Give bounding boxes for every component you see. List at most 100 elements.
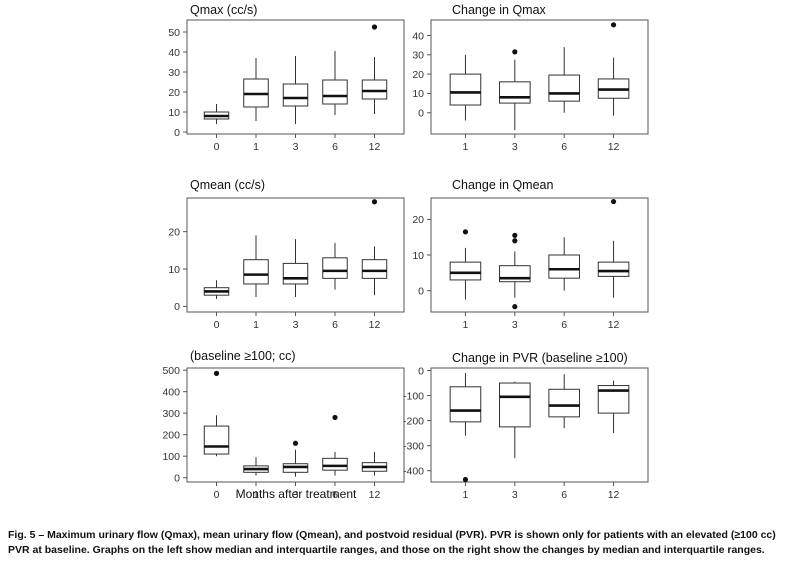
panel-pvr: (baseline ≥100; cc) 0 100 200 300 400 500 0 1 3 6 1… [162,349,405,501]
y-tick-label: 0 [418,108,424,120]
panel-frame [430,19,649,135]
y-tick-label: 50 [168,27,180,39]
panel-frame [430,197,649,313]
x-tick-label: 1 [463,489,469,501]
x-axis-label: Months after treatment [236,487,357,501]
box-1 [449,54,482,121]
box-3 [499,232,531,310]
y-tick-label: 100 [162,451,180,463]
caption-text: Fig. 5 – Maximum urinary flow (Qmax), me… [8,529,776,556]
y-tick-label: 20 [412,69,424,81]
box-6 [322,414,348,476]
y-tick-label: 0 [174,127,180,139]
outlier-point [371,24,378,30]
box-0 [203,370,230,457]
outlier-point [512,304,518,310]
box-12 [361,24,388,114]
x-tick-label: 6 [561,141,567,153]
y-tick-label: -200 [403,415,424,427]
outlier-point [610,198,617,205]
box-12 [361,199,388,296]
x-tick-label: 12 [608,489,620,501]
iqr-box [322,257,348,279]
y-tick-label: 10 [168,107,180,119]
y-tick-label: 0 [174,301,180,313]
iqr-box [499,382,531,428]
iqr-box [322,457,348,471]
panel-qmax: Qmax (cc/s) 0 10 20 30 40 50 0 1 3 6 12 [168,3,405,153]
outlier-point [213,370,220,376]
outlier-point [512,49,518,55]
box-3 [499,49,531,131]
outlier-point [512,232,518,239]
y-tick-label: 40 [412,30,424,42]
x-tick-label: 1 [253,489,259,501]
iqr-box [203,425,230,455]
x-tick-label: 1 [253,319,259,331]
box-0 [203,104,230,124]
panel-qmean: Qmean (cc/s) 0 10 20 0 1 3 6 12 [168,178,405,331]
y-tick-label: 0 [174,472,180,484]
y-tick-label: 10 [412,250,424,262]
outlier-point [462,476,469,483]
box-12 [597,380,630,434]
x-tick-label: 3 [512,141,518,153]
iqr-box [449,261,482,281]
outlier-point [332,414,338,421]
iqr-box [548,388,580,418]
outlier-point [292,440,299,446]
box-3 [282,56,309,124]
iqr-box [548,254,580,279]
iqr-box [597,261,630,277]
panel-title: Change in Qmax [452,3,547,17]
box-1 [243,457,269,476]
x-tick-label: 3 [512,489,518,501]
x-tick-label: 12 [369,489,381,501]
y-tick-label: 20 [168,226,180,238]
y-tick-label: 200 [162,429,180,441]
x-tick-label: 12 [369,319,381,331]
outlier-point [610,22,617,28]
panel-frame [430,367,649,483]
x-tick-label: 3 [293,319,299,331]
box-1 [243,235,269,298]
iqr-box [548,74,580,102]
x-tick-label: 3 [293,489,299,501]
y-tick-label: 400 [162,386,180,398]
box-1 [243,58,269,121]
x-tick-label: 3 [512,319,518,331]
panel-title: Change in Qmean [452,178,554,192]
x-tick-label: 6 [561,489,567,501]
y-tick-label: 30 [168,67,180,79]
x-tick-label: 6 [332,489,338,501]
x-tick-label: 6 [332,319,338,331]
x-tick-label: 12 [369,141,381,153]
box-3 [282,440,309,477]
y-tick-label: -100 [403,390,424,402]
y-tick-label: 20 [168,87,180,99]
figure-canvas: Months after treatment Qmax (cc/s)010203… [162,3,649,501]
y-tick-label: 10 [168,264,180,276]
x-tick-label: 0 [214,489,220,501]
box-6 [322,51,348,115]
outlier-point [371,199,378,205]
iqr-box [499,81,531,104]
panel-title: Change in PVR (baseline ≥100) [452,351,628,365]
iqr-box [243,259,269,285]
x-tick-label: 1 [463,319,469,331]
box-6 [548,374,580,429]
box-0 [203,280,230,299]
panel-change-qmax: Change in Qmax 0 10 20 30 40 1 3 6 12 [412,3,649,153]
outlier-point [512,238,518,244]
y-tick-label: 500 [162,365,180,377]
outlier-point [462,229,469,235]
iqr-box [361,79,388,100]
y-tick-label: -400 [403,466,424,478]
x-tick-label: 1 [253,141,259,153]
y-tick-label: 20 [412,214,424,226]
y-tick-label: 0 [418,365,424,377]
y-tick-label: 10 [412,88,424,100]
box-6 [322,242,348,290]
iqr-box [449,386,482,423]
